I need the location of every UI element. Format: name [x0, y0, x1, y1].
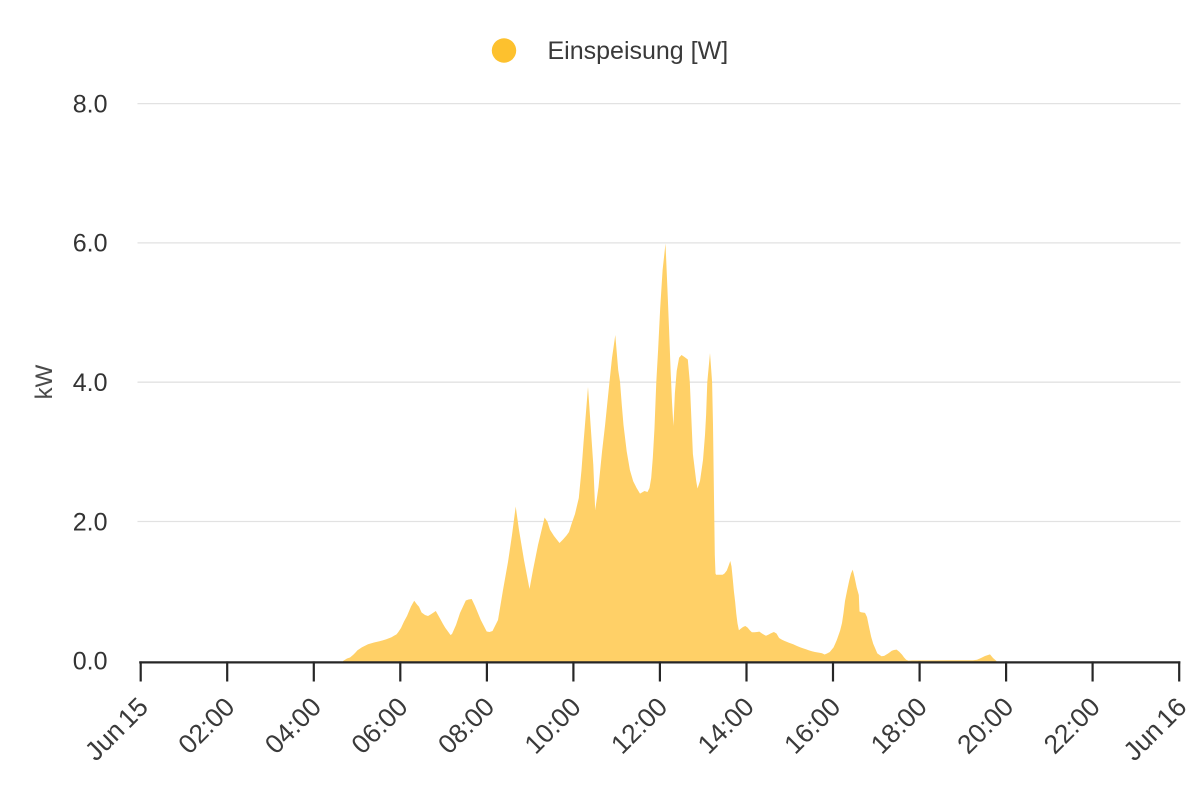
svg-text:0.0: 0.0: [73, 648, 108, 676]
svg-text:Einspeisung [W]: Einspeisung [W]: [548, 37, 729, 65]
svg-text:8.0: 8.0: [73, 90, 108, 118]
svg-text:6.0: 6.0: [73, 230, 108, 258]
svg-text:4.0: 4.0: [73, 369, 108, 397]
svg-text:2.0: 2.0: [73, 508, 108, 536]
svg-text:kW: kW: [31, 364, 58, 399]
